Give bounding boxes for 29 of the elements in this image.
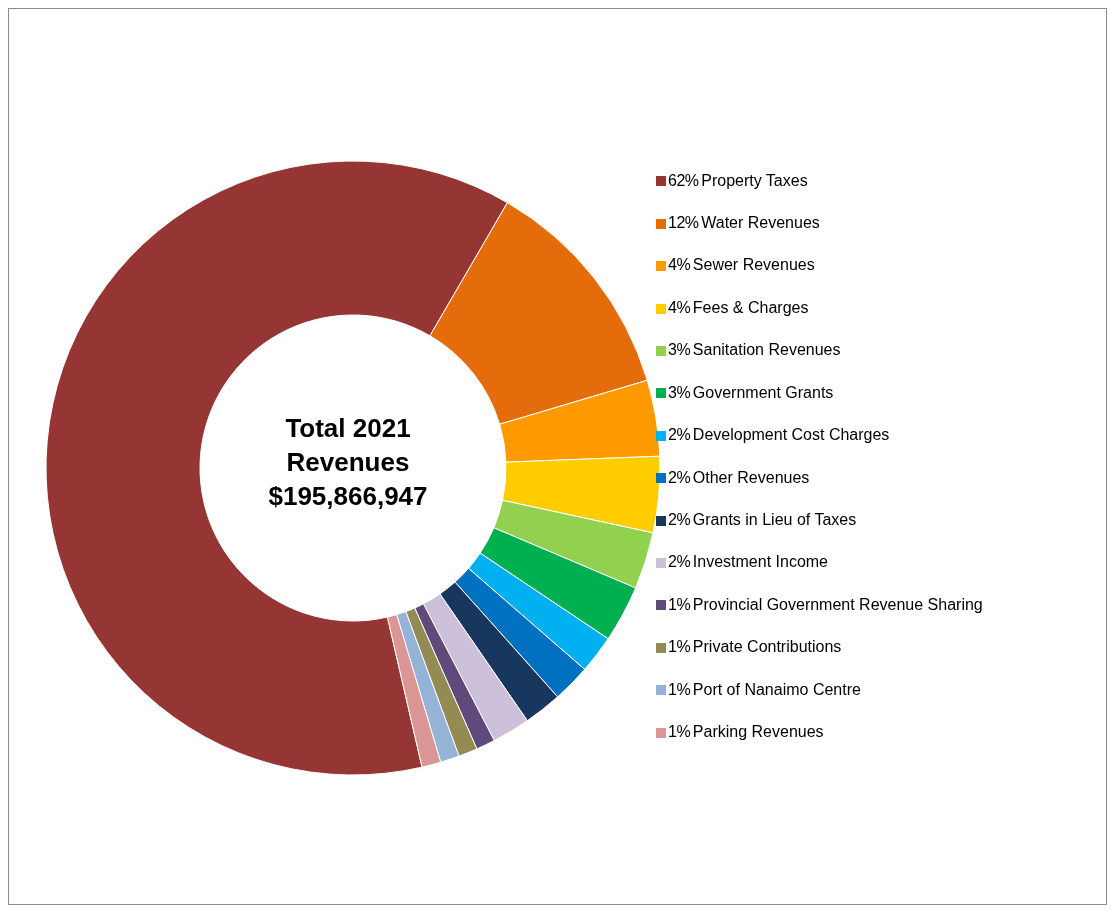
legend-label: Port of Nanaimo Centre bbox=[692, 680, 861, 698]
data-label: 1% bbox=[668, 638, 692, 656]
data-label: 1% bbox=[668, 680, 692, 698]
data-label: 4% bbox=[668, 256, 692, 274]
legend-label: Sewer Revenues bbox=[692, 256, 815, 274]
legend-label: Investment Income bbox=[692, 553, 828, 571]
data-label: 62% bbox=[668, 171, 700, 189]
legend-label: Development Cost Charges bbox=[692, 426, 890, 444]
data-label: 1% bbox=[668, 595, 692, 613]
text: Total 2021 Revenues $195,866,947 bbox=[267, 412, 429, 513]
legend-label: Private Contributions bbox=[692, 638, 842, 656]
legend-label: Provincial Government Revenue Sharing bbox=[692, 595, 983, 613]
data-label: 3% bbox=[668, 383, 692, 401]
data-label: 3% bbox=[668, 341, 692, 359]
legend-label: Government Grants bbox=[692, 383, 834, 401]
legend-label: Fees & Charges bbox=[692, 298, 809, 316]
legend-label: Parking Revenues bbox=[692, 722, 824, 740]
data-label: 1% bbox=[668, 722, 692, 740]
legend-label: Property Taxes bbox=[701, 171, 808, 189]
legend-label: Grants in Lieu of Taxes bbox=[692, 510, 857, 528]
legend-label: Water Revenues bbox=[701, 214, 820, 232]
data-label: 4% bbox=[668, 298, 692, 316]
data-label: 2% bbox=[668, 468, 692, 486]
data-label: 2% bbox=[668, 553, 692, 571]
data-label: 12% bbox=[668, 214, 700, 232]
legend-label: Sanitation Revenues bbox=[692, 341, 841, 359]
data-label: 2% bbox=[668, 426, 692, 444]
data-label: 2% bbox=[668, 510, 692, 528]
legend-label: Other Revenues bbox=[692, 468, 810, 486]
